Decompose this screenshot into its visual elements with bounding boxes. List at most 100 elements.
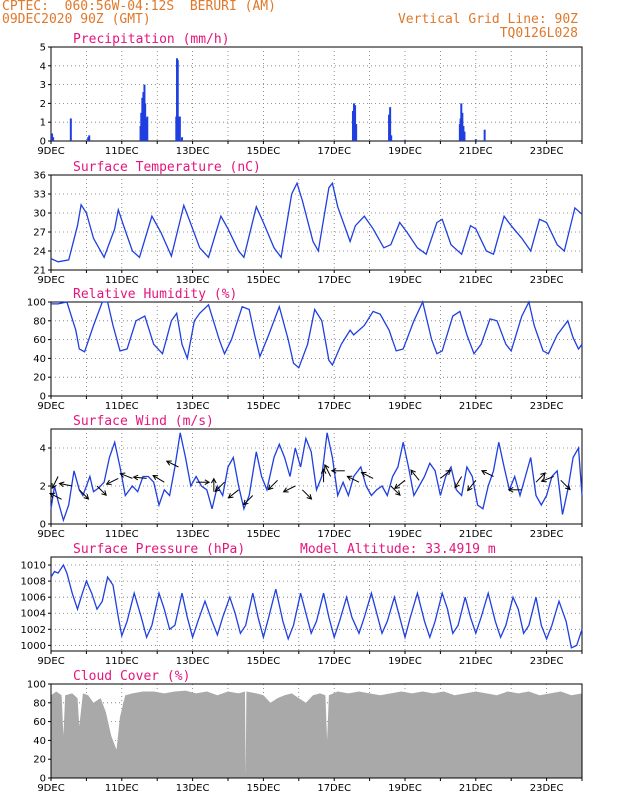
- y-tick-label: 1008: [21, 577, 46, 588]
- x-tick-label: 23DEC: [530, 401, 564, 412]
- panel-title: Surface Pressure (hPa): [73, 542, 245, 557]
- precip-bar: [87, 137, 90, 141]
- wind-arrow: [541, 476, 554, 482]
- wind-arrow: [301, 489, 312, 500]
- x-tick-label: 21DEC: [459, 529, 493, 540]
- x-tick-label: 11DEC: [105, 146, 139, 157]
- wind-arrow: [535, 472, 546, 483]
- wind-arrow: [560, 479, 571, 490]
- x-tick-label: 17DEC: [317, 401, 351, 412]
- panel-frame: [50, 46, 583, 142]
- y-tick-label: 1010: [21, 561, 46, 572]
- x-tick-label: 9DEC: [37, 401, 64, 412]
- precip-bar: [483, 129, 486, 141]
- panel-subtitle: Model Altitude: 33.4919 m: [300, 542, 496, 557]
- wind-arrow: [228, 489, 239, 499]
- wind-arrow-head: [282, 487, 289, 493]
- y-tick-label: 2: [40, 99, 46, 110]
- grid-note: Vertical Grid Line: 90Z: [397, 12, 578, 27]
- wind-arrow: [394, 479, 406, 489]
- panel-frame: [50, 556, 583, 652]
- y-tick-label: 20: [33, 373, 46, 384]
- wind-arrow-head: [467, 485, 473, 492]
- wind-arrow: [120, 473, 133, 479]
- panel-title: Relative Humidity (%): [73, 287, 237, 302]
- wind-arrow: [166, 460, 179, 468]
- x-tick-label: 9DEC: [37, 529, 64, 540]
- wind-arrow: [49, 493, 62, 500]
- wind-arrow: [390, 485, 401, 496]
- precip-bar: [146, 116, 149, 141]
- y-tick-label: 5: [40, 43, 46, 54]
- y-tick-label: 100: [27, 298, 46, 309]
- precip-bar: [390, 135, 393, 141]
- x-tick-label: 19DEC: [388, 146, 422, 157]
- wind-arrow-head: [49, 492, 56, 498]
- x-tick-label: 13DEC: [176, 401, 210, 412]
- x-tick-label: 15DEC: [247, 783, 281, 794]
- precip-bar: [144, 103, 147, 141]
- panel-frame: [50, 428, 583, 525]
- x-tick-label: 21DEC: [459, 783, 493, 794]
- panel-title: Precipitation (mm/h): [73, 32, 230, 47]
- y-tick-label: 0: [40, 137, 46, 148]
- x-tick-label: 17DEC: [317, 275, 351, 286]
- run-id: TQ0126L028: [499, 26, 578, 41]
- panel-frame-top: [50, 683, 583, 779]
- date-line: 09DEC2020 90Z (GMT): [2, 12, 151, 27]
- precip-bar: [404, 140, 406, 141]
- y-tick-label: 60: [33, 717, 46, 728]
- precip-bar: [176, 60, 179, 141]
- wind-arrow-head: [204, 479, 211, 486]
- x-tick-label: 9DEC: [37, 656, 64, 667]
- wind-arrow-head: [330, 467, 337, 474]
- x-tick-label: 15DEC: [247, 275, 281, 286]
- precip-bar: [88, 135, 91, 141]
- wind-arrow: [481, 470, 494, 477]
- precip-bar: [178, 116, 181, 141]
- station-line: CPTEC: 060:56W-04:12S BERURI (AM): [2, 0, 276, 14]
- x-tick-label: 11DEC: [105, 783, 139, 794]
- x-tick-label: 13DEC: [176, 146, 210, 157]
- wind-arrow: [361, 472, 374, 479]
- x-tick-label: 9DEC: [37, 146, 64, 157]
- precip-bar: [177, 116, 180, 141]
- wind-arrow-head: [242, 499, 249, 506]
- y-tick-label: 100: [27, 680, 46, 691]
- x-tick-label: 19DEC: [388, 275, 422, 286]
- y-tick-label: 0: [40, 520, 46, 531]
- y-tick-label: 60: [33, 335, 46, 346]
- precip-bar: [460, 103, 463, 141]
- x-tick-label: 17DEC: [317, 783, 351, 794]
- panel-frame: [50, 301, 583, 397]
- precip-bar: [353, 103, 356, 141]
- precip-bar: [52, 137, 55, 141]
- x-tick-label: 17DEC: [317, 146, 351, 157]
- precip-bar: [140, 112, 143, 141]
- series-line: [50, 563, 583, 649]
- y-tick-label: 4: [40, 61, 46, 72]
- y-tick-label: 20: [33, 755, 46, 766]
- y-tick-label: 33: [33, 190, 46, 201]
- y-tick-label: 0: [40, 392, 46, 403]
- x-tick-label: 17DEC: [317, 529, 351, 540]
- x-tick-label: 19DEC: [388, 783, 422, 794]
- wind-arrow: [59, 482, 73, 487]
- y-tick-label: 36: [33, 171, 46, 182]
- x-tick-label: 23DEC: [530, 656, 564, 667]
- wind-arrow: [283, 485, 296, 493]
- x-tick-label: 23DEC: [530, 529, 564, 540]
- x-tick-label: 19DEC: [388, 656, 422, 667]
- y-tick-label: 21: [33, 266, 46, 277]
- wind-arrow: [467, 479, 477, 491]
- wind-arrow-head: [152, 474, 159, 481]
- wind-arrow-head: [83, 494, 90, 500]
- wind-arrow-head: [395, 490, 401, 496]
- wind-arrow-head: [507, 486, 514, 493]
- cloud-area: [51, 690, 582, 778]
- x-tick-label: 15DEC: [247, 146, 281, 157]
- wind-arrow-head: [210, 477, 217, 484]
- wind-arrow: [324, 464, 332, 477]
- y-tick-label: 2: [40, 482, 46, 493]
